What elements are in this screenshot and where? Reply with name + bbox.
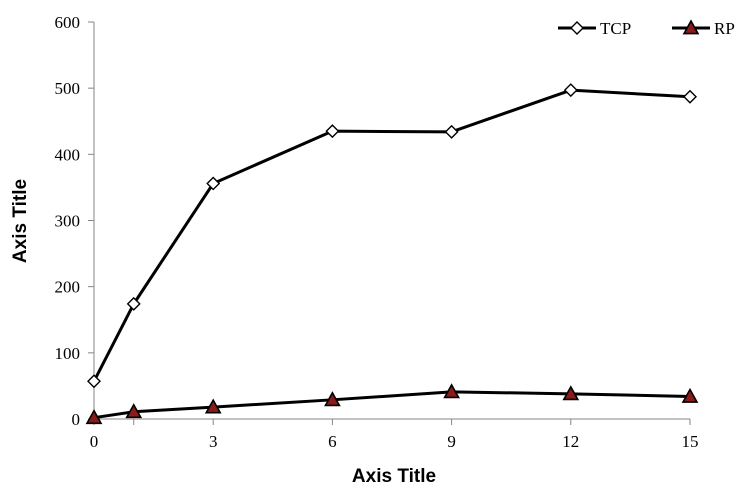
x-tick-label: 3 — [209, 432, 218, 451]
series-rp-point — [204, 398, 222, 414]
y-tick-label: 400 — [55, 145, 81, 164]
legend-tcp-label: TCP — [600, 19, 631, 38]
y-tick-label: 0 — [72, 410, 81, 429]
legend-item-rp: RP — [672, 19, 735, 38]
series-rp-point — [681, 387, 699, 403]
series-rp-point — [85, 409, 103, 425]
x-axis-title: Axis Title — [352, 466, 436, 487]
series-tcp-point — [563, 83, 578, 98]
y-tick-label: 200 — [55, 278, 81, 297]
legend-rp-marker — [682, 19, 700, 35]
y-tick-label: 600 — [55, 13, 81, 32]
series-tcp-point — [126, 296, 141, 311]
y-tick-label: 300 — [55, 212, 81, 231]
series-rp-point — [443, 383, 460, 399]
x-tick-label: 0 — [90, 432, 99, 451]
y-tick-label: 100 — [55, 344, 81, 363]
series-layer — [85, 83, 699, 425]
series-rp-line — [93, 390, 691, 420]
x-tick-label: 9 — [447, 432, 456, 451]
axes: 0 100 200 300 400 500 600 0 3 6 9 12 15 — [55, 13, 699, 451]
series-tcp — [87, 83, 697, 389]
series-rp-point — [125, 403, 143, 419]
y-tick-label: 500 — [55, 79, 81, 98]
series-rp-point — [324, 391, 341, 407]
series-tcp-point — [444, 124, 459, 139]
x-tick-label: 15 — [682, 432, 699, 451]
series-rp-point — [562, 385, 580, 401]
legend-item-tcp: TCP — [558, 19, 631, 38]
series-tcp-point — [325, 124, 340, 139]
series-tcp-point — [683, 89, 697, 104]
series-tcp-point — [87, 374, 101, 389]
series-rp — [85, 383, 699, 425]
series-tcp-point — [206, 176, 221, 191]
legend: TCP RP — [558, 19, 735, 38]
series-tcp-line — [92, 88, 691, 382]
legend-rp-label: RP — [714, 19, 735, 38]
x-tick-label: 12 — [562, 432, 579, 451]
legend-tcp-marker — [570, 21, 584, 35]
x-tick-label: 6 — [328, 432, 337, 451]
y-axis-title: Axis Title — [10, 179, 31, 263]
